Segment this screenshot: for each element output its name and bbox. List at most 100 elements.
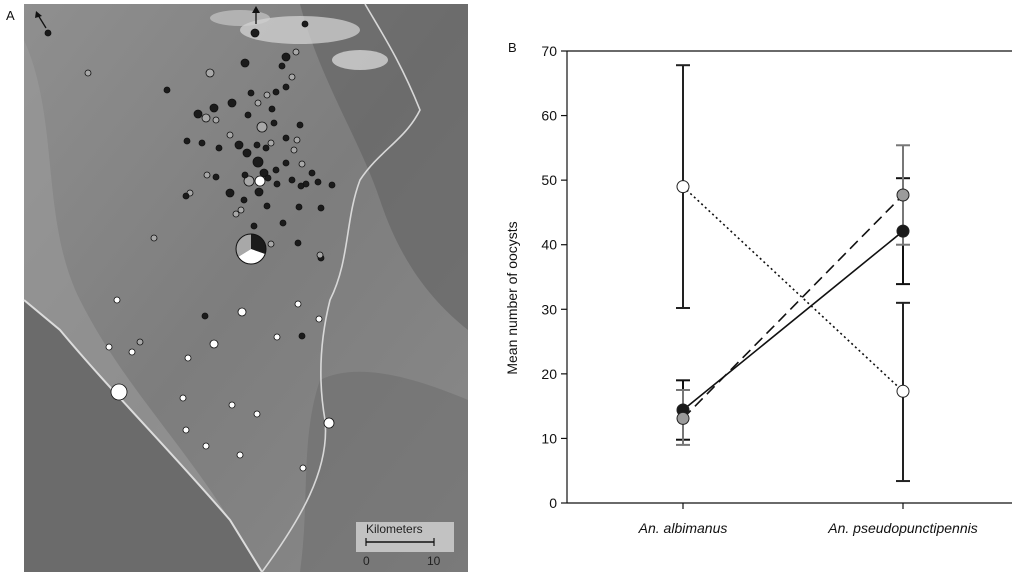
site-point xyxy=(201,312,209,320)
site-point xyxy=(244,111,252,119)
y-tick-label: 70 xyxy=(541,43,557,59)
site-point xyxy=(288,176,296,184)
y-tick-label: 50 xyxy=(541,172,557,188)
scale-bar: Kilometers 0 10 xyxy=(356,522,454,568)
site-point xyxy=(301,20,309,28)
site-point xyxy=(225,188,235,198)
site-point xyxy=(290,146,298,154)
map-panel: A xyxy=(6,3,468,573)
x-tick-label: An. albimanus xyxy=(638,520,728,536)
site-point xyxy=(267,139,275,147)
site-point xyxy=(264,174,272,182)
site-point xyxy=(262,144,270,152)
site-point xyxy=(298,160,306,168)
site-point xyxy=(272,88,280,96)
site-point xyxy=(297,182,305,190)
site-point xyxy=(44,29,52,37)
y-axis-label: Mean number of oocysts xyxy=(504,221,520,374)
site-point xyxy=(212,173,220,181)
site-point xyxy=(183,137,191,145)
site-point xyxy=(232,210,240,218)
series-line xyxy=(682,186,904,392)
scale-bar-end-label: 10 xyxy=(427,554,441,568)
site-point xyxy=(209,339,219,349)
data-point xyxy=(676,411,690,425)
site-point xyxy=(298,332,306,340)
site-point xyxy=(270,119,278,127)
site-point xyxy=(182,192,190,200)
site-point xyxy=(247,89,255,97)
site-point xyxy=(296,121,304,129)
site-point xyxy=(317,204,325,212)
site-point xyxy=(273,333,281,341)
site-point xyxy=(250,222,258,230)
site-point xyxy=(273,180,281,188)
site-point xyxy=(254,99,262,107)
scale-bar-title: Kilometers xyxy=(366,522,423,536)
site-point xyxy=(226,131,234,139)
site-point xyxy=(240,196,248,204)
site-point xyxy=(212,116,220,124)
site-point xyxy=(263,91,271,99)
scale-bar-start-label: 0 xyxy=(363,554,370,568)
site-point xyxy=(193,109,203,119)
site-point xyxy=(240,58,250,68)
site-point xyxy=(198,139,206,147)
site-point xyxy=(282,159,290,167)
site-point xyxy=(242,148,252,158)
data-point xyxy=(896,188,910,202)
series-line xyxy=(682,230,904,411)
site-point xyxy=(282,134,290,142)
site-point xyxy=(163,86,171,94)
coastline xyxy=(23,299,263,573)
mountain-zone xyxy=(300,4,468,330)
y-tick-label: 40 xyxy=(541,237,557,253)
cloud xyxy=(210,10,270,26)
north-arrow-icon xyxy=(35,6,260,29)
site-point xyxy=(203,171,211,179)
site-point xyxy=(202,442,210,450)
site-point xyxy=(314,178,322,186)
cloud xyxy=(240,16,360,44)
sampling-sites xyxy=(44,20,336,472)
data-point xyxy=(896,224,910,238)
site-point xyxy=(234,140,244,150)
site-point xyxy=(237,206,245,214)
site-point xyxy=(241,171,249,179)
y-tick-label: 20 xyxy=(541,366,557,382)
panel-a-label: A xyxy=(6,8,15,23)
panel-b-label: B xyxy=(508,40,517,55)
oocyst-chart: B Mean number of oocysts 0 10 20 30 40 50 60 70… xyxy=(504,40,1012,536)
site-point xyxy=(215,144,223,152)
site-point xyxy=(128,348,136,356)
sea xyxy=(24,300,262,572)
site-point xyxy=(278,62,286,70)
site-point xyxy=(294,300,302,308)
site-point xyxy=(267,240,275,248)
site-point xyxy=(254,187,264,197)
site-point xyxy=(84,69,92,77)
data-point xyxy=(896,384,910,398)
y-tick-label: 60 xyxy=(541,108,557,124)
site-point xyxy=(299,464,307,472)
x-tick-label: An. pseudopunctipennis xyxy=(827,520,977,536)
site-point xyxy=(243,175,255,187)
site-point xyxy=(227,98,237,108)
site-point xyxy=(263,202,271,210)
pie-marker xyxy=(235,233,267,265)
y-tick-label: 0 xyxy=(549,495,557,511)
site-point xyxy=(228,401,236,409)
site-point xyxy=(105,343,113,351)
site-point xyxy=(253,410,261,418)
site-point xyxy=(272,166,280,174)
site-point xyxy=(315,315,323,323)
site-point xyxy=(113,296,121,304)
site-point xyxy=(236,451,244,459)
site-point xyxy=(282,83,290,91)
site-point xyxy=(209,103,219,113)
site-point xyxy=(237,307,247,317)
site-point xyxy=(253,141,261,149)
site-point xyxy=(328,181,336,189)
site-point xyxy=(294,239,302,247)
